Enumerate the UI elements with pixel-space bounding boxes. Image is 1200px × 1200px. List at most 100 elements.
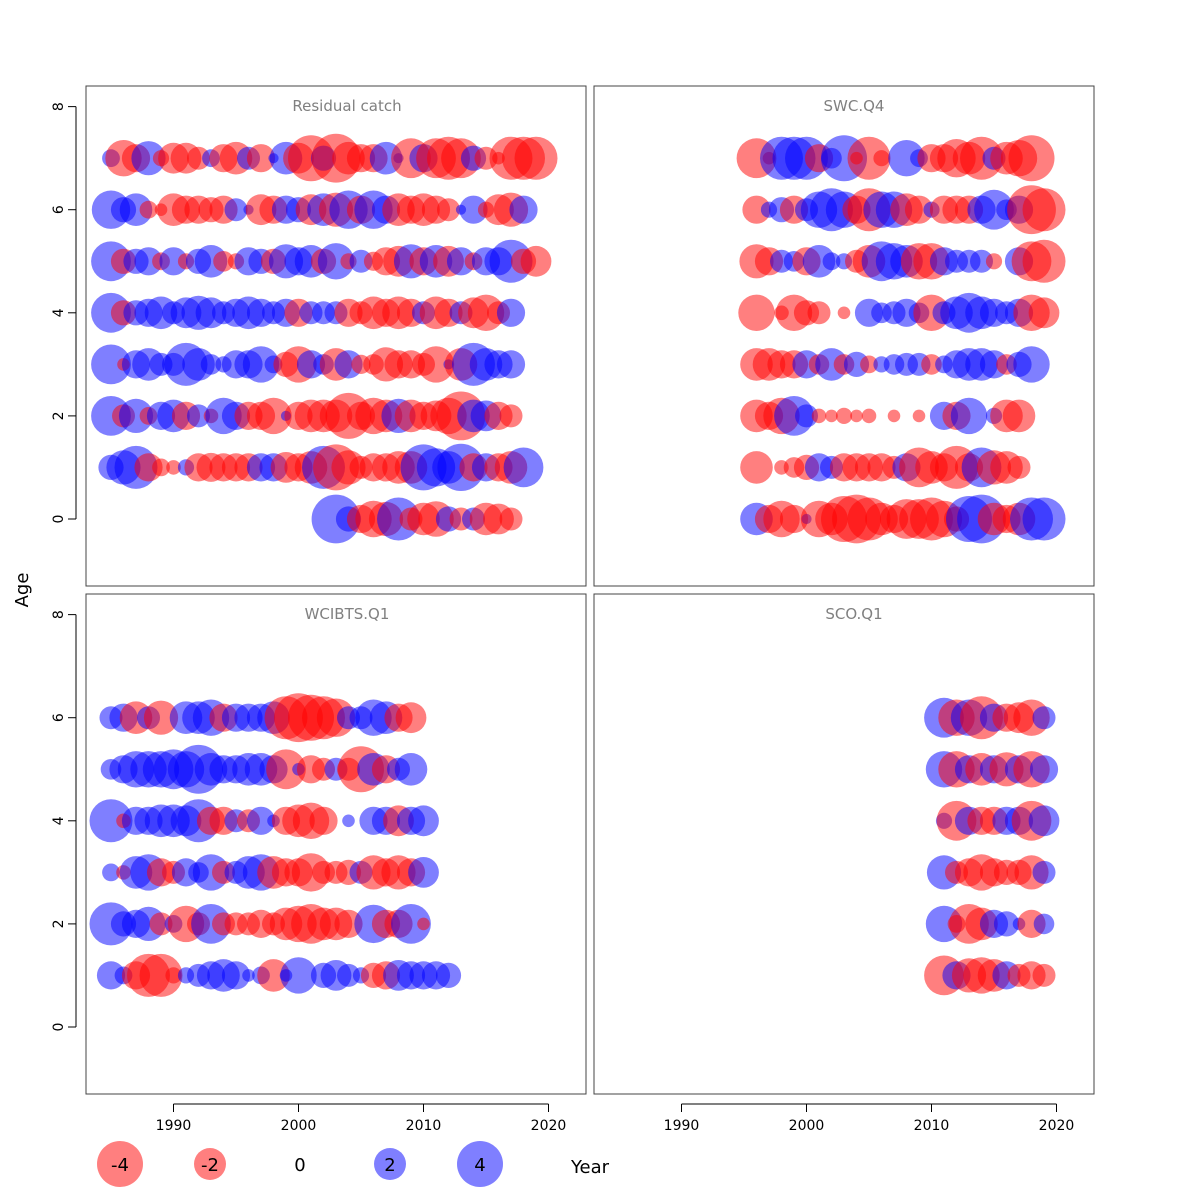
- bubble: [921, 354, 942, 375]
- bubble: [134, 453, 163, 482]
- bubble: [795, 404, 818, 428]
- bubble: [1008, 135, 1055, 182]
- bubble: [499, 404, 523, 428]
- bubble: [514, 136, 558, 180]
- bubble: [835, 407, 853, 424]
- bubble: [255, 397, 292, 435]
- bubble: [1013, 346, 1050, 383]
- bubble: [1033, 913, 1055, 935]
- x-tick-label: 1990: [664, 1118, 700, 1134]
- bubble: [119, 193, 153, 226]
- bubble: [904, 195, 934, 224]
- y-tick-label: 0: [51, 515, 67, 524]
- bubble: [342, 814, 355, 828]
- bubble: [446, 247, 476, 276]
- bubble: [395, 702, 427, 734]
- bubble: [496, 298, 526, 327]
- y-tick-label: 8: [51, 102, 67, 111]
- bubble: [408, 805, 439, 837]
- x-tick-label: 1990: [156, 1118, 192, 1134]
- panel-title-residual-catch: Residual catch: [292, 97, 401, 115]
- bubble: [266, 749, 306, 790]
- bubble: [159, 247, 188, 276]
- bubble: [499, 507, 523, 531]
- bubble: [337, 963, 360, 987]
- bubble: [257, 959, 290, 992]
- bubble: [91, 344, 131, 385]
- bubble: [1029, 755, 1059, 784]
- bubble: [811, 408, 827, 424]
- bubble: [152, 458, 170, 477]
- bubble: [435, 962, 462, 989]
- bubble: [742, 195, 771, 224]
- bubble: [850, 409, 863, 423]
- bubble: [1007, 455, 1031, 479]
- x-tick-label: 2000: [281, 1118, 317, 1134]
- y-tick-label: 6: [51, 713, 67, 722]
- bubble: [391, 904, 431, 944]
- panel-frame-swc-q4: [593, 85, 1095, 587]
- bubble: [213, 250, 234, 272]
- bubble: [437, 198, 460, 222]
- bubble: [970, 249, 993, 273]
- bubble: [950, 397, 988, 435]
- bubble: [740, 451, 773, 484]
- y-tick-label: 4: [51, 816, 67, 825]
- legend: -4 -2 0 2 4: [97, 1141, 503, 1187]
- panel-title-sco-q1: SCO.Q1: [825, 605, 882, 623]
- bubble: [221, 961, 251, 990]
- bubble: [166, 460, 181, 475]
- y-axis-label: Age: [12, 573, 33, 608]
- bubble: [1022, 497, 1066, 541]
- panel-bubbles-residual-catch: [91, 133, 558, 544]
- x-tick-label: 2010: [914, 1118, 950, 1134]
- panel-frame-residual-catch: [85, 85, 587, 587]
- bubble: [408, 857, 439, 888]
- bubble: [317, 243, 355, 280]
- bubble: [887, 409, 901, 423]
- bubble: [118, 398, 154, 433]
- x-axis-label: Year: [570, 1157, 610, 1178]
- legend-bubble-pos4: [457, 1141, 503, 1187]
- bubble: [1002, 399, 1036, 433]
- bubble: [825, 409, 838, 423]
- bubble: [1028, 805, 1060, 837]
- x-tick-label: 2000: [789, 1118, 825, 1134]
- panel-bubbles-wcibts-q1: [89, 693, 462, 997]
- bubble: [394, 753, 428, 786]
- bubble: [520, 245, 552, 277]
- bubble: [822, 252, 841, 271]
- y-tick-label: 2: [51, 919, 67, 928]
- bubble: [143, 700, 179, 735]
- y-tick-label: 0: [51, 1023, 67, 1032]
- bubble: [496, 350, 526, 379]
- bubble: [738, 294, 775, 331]
- bubble: [417, 917, 430, 931]
- y-tick-label: 8: [51, 610, 67, 619]
- y-tick-label: 6: [51, 205, 67, 214]
- bubble: [131, 141, 166, 176]
- bubble: [417, 346, 455, 383]
- bubble: [847, 136, 891, 180]
- bubble: [503, 447, 544, 488]
- bubble: [280, 957, 317, 994]
- bubble: [1022, 188, 1066, 232]
- bubble: [1032, 860, 1056, 884]
- bubble: [139, 200, 158, 219]
- bubble: [861, 408, 877, 424]
- bubble: [802, 244, 836, 278]
- y-tick-label: 4: [51, 308, 67, 317]
- bubble: [1028, 297, 1060, 329]
- x-tick-label: 2010: [406, 1118, 442, 1134]
- bubble: [89, 799, 133, 843]
- legend-label-zero: 0: [294, 1155, 305, 1176]
- bubble: [309, 806, 338, 835]
- panel-frame-sco-q1: [593, 593, 1095, 1095]
- legend-bubble-neg2: [194, 1148, 226, 1180]
- legend-bubble-pos2: [374, 1148, 406, 1180]
- bubble: [1022, 239, 1066, 283]
- y-tick-label: 2: [51, 411, 67, 420]
- x-tick-label: 2020: [531, 1118, 567, 1134]
- bubble: [246, 144, 276, 173]
